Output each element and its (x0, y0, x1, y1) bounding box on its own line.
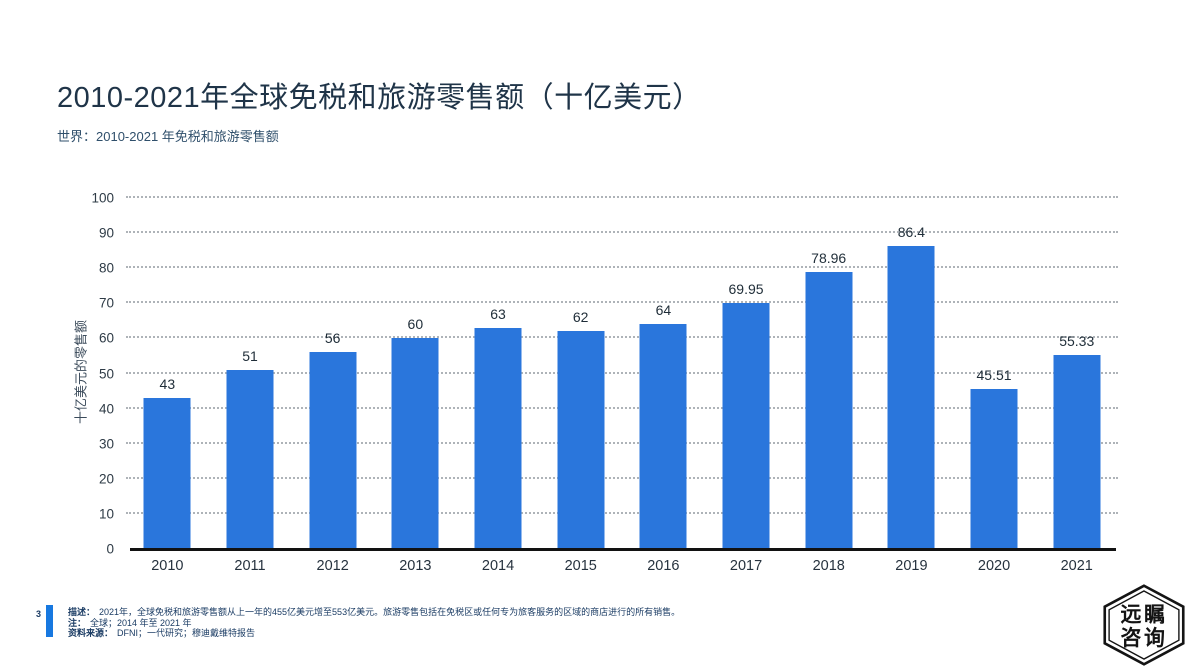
bar-value-label: 43 (159, 376, 176, 393)
footer-source-label: 资料来源： (68, 628, 114, 638)
footer-source: 资料来源： DFNI；一代研究；穆迪戴维特报告 (68, 628, 928, 639)
bar-column-2020: 45.51 (953, 198, 1036, 549)
bar-column-2017: 69.95 (705, 198, 788, 549)
x-axis-label: 2010 (151, 558, 184, 574)
bar-value-label: 63 (490, 305, 506, 322)
bar-column-2016: 64 (622, 198, 705, 549)
logo-outer-hexagon (1103, 584, 1185, 666)
page-subtitle: 世界：2010-2021 年免税和旅游零售额 (57, 129, 279, 144)
bar (557, 331, 605, 549)
x-axis-label: 2014 (481, 558, 515, 574)
logo-text-line1: 远瞩 (1120, 603, 1167, 627)
bar-column-2019: 86.4 (870, 198, 953, 549)
bar-column-2015: 62 (539, 198, 622, 549)
plot-area: 43 51 56 60 63 62 64 69.95 78.96 86.4 45.51 55.33 (126, 196, 1118, 551)
bar-value-label: 69.95 (728, 281, 764, 298)
bar-value-label: 56 (324, 330, 341, 347)
x-axis-labels: 2010 2011 2012 2013 2014 2015 2016 2017 2018 2019… (126, 558, 1118, 574)
bar-series: 43 51 56 60 63 62 64 69.95 78.96 86.4 45.51 55.33 (126, 198, 1118, 549)
bar-column-2011: 51 (209, 198, 292, 549)
x-axis-label: 2012 (316, 558, 349, 574)
x-axis-line (130, 548, 1116, 551)
x-axis-label: 2021 (1060, 558, 1093, 574)
footer-notes: 描述： 2021年，全球免税和旅游零售额从上一年的455亿美元增至553亿美元。旅… (68, 607, 928, 639)
bar-value-label: 51 (242, 348, 258, 364)
bar-column-2010: 43 (126, 198, 209, 549)
y-tick-label: 20 (98, 471, 114, 487)
bar (143, 398, 191, 549)
x-axis-label: 2016 (647, 558, 680, 574)
bar-column-2013: 60 (374, 198, 457, 549)
y-tick-label: 90 (98, 225, 114, 241)
footer-accent-bar (46, 605, 53, 637)
footer-source-text: DFNI；一代研究；穆迪戴维特报告 (117, 628, 256, 638)
y-tick-label: 60 (98, 330, 114, 346)
gridline (126, 266, 1118, 269)
bar (226, 370, 274, 549)
x-axis-label: 2020 (977, 558, 1011, 574)
footer-note: 注： 全球；2014 年至 2021 年 (68, 618, 928, 629)
y-tick-label: 80 (98, 260, 114, 276)
gridline (126, 476, 1118, 479)
footer-description: 描述： 2021年，全球免税和旅游零售额从上一年的455亿美元增至553亿美元。旅… (68, 607, 928, 618)
bar (474, 327, 522, 549)
bar-value-label: 60 (407, 316, 424, 333)
gridline (126, 231, 1118, 234)
bar-value-label: 78.96 (811, 249, 847, 266)
bar-column-2014: 63 (457, 198, 540, 549)
y-tick-label: 70 (98, 295, 114, 311)
company-logo-hexagon: 远瞩 咨询 (1103, 584, 1185, 666)
x-axis-label: 2013 (399, 558, 432, 574)
bar (309, 352, 357, 549)
gridline (126, 301, 1118, 304)
bar-value-label: 55.33 (1059, 332, 1095, 349)
bar-column-2012: 56 (291, 198, 374, 549)
gridline (126, 196, 1118, 198)
bar-value-label: 45.51 (976, 367, 1012, 384)
footer-description-text: 2021年，全球免税和旅游零售额从上一年的455亿美元增至553亿美元。旅游零售… (99, 607, 681, 617)
logo-text-line2: 咨询 (1120, 626, 1167, 650)
y-tick-label: 0 (106, 541, 114, 557)
x-axis-label: 2015 (564, 558, 597, 574)
bar (722, 303, 770, 549)
y-tick-label: 50 (98, 366, 114, 381)
bar-value-label: 62 (572, 309, 589, 326)
gridline (126, 441, 1118, 444)
y-tick-label: 100 (91, 190, 114, 206)
bar (805, 271, 853, 549)
bar-value-label: 64 (655, 302, 672, 319)
bar-column-2018: 78.96 (787, 198, 870, 549)
gridline (126, 371, 1118, 374)
x-axis-label: 2018 (812, 558, 845, 574)
y-tick-label: 10 (98, 506, 114, 522)
page-number: 3 (36, 609, 42, 619)
x-axis-label: 2011 (234, 558, 266, 574)
gridline (126, 336, 1118, 339)
x-axis-label: 2019 (895, 558, 928, 574)
bar (1053, 354, 1101, 549)
bar-column-2021: 55.33 (1035, 198, 1118, 549)
footer-description-label: 描述： (68, 607, 96, 617)
bar-value-label: 86.4 (897, 223, 925, 240)
y-tick-label: 40 (98, 401, 114, 417)
bar (887, 245, 935, 549)
y-axis-ticks: 0 10 20 30 40 50 60 70 80 90 100 (58, 191, 114, 557)
bar (639, 324, 687, 549)
x-axis-label: 2017 (729, 558, 763, 574)
footer-note-label: 注： (68, 617, 87, 628)
footer-note-text: 全球；2014 年至 2021 年 (90, 617, 192, 628)
page-title: 2010-2021年全球免税和旅游零售额（十亿美元） (57, 82, 702, 114)
logo-inner-hexagon (1108, 590, 1180, 660)
y-tick-label: 30 (98, 436, 114, 452)
gridline (126, 406, 1118, 409)
gridline (126, 511, 1118, 514)
bar (391, 338, 439, 549)
bar (970, 389, 1018, 549)
